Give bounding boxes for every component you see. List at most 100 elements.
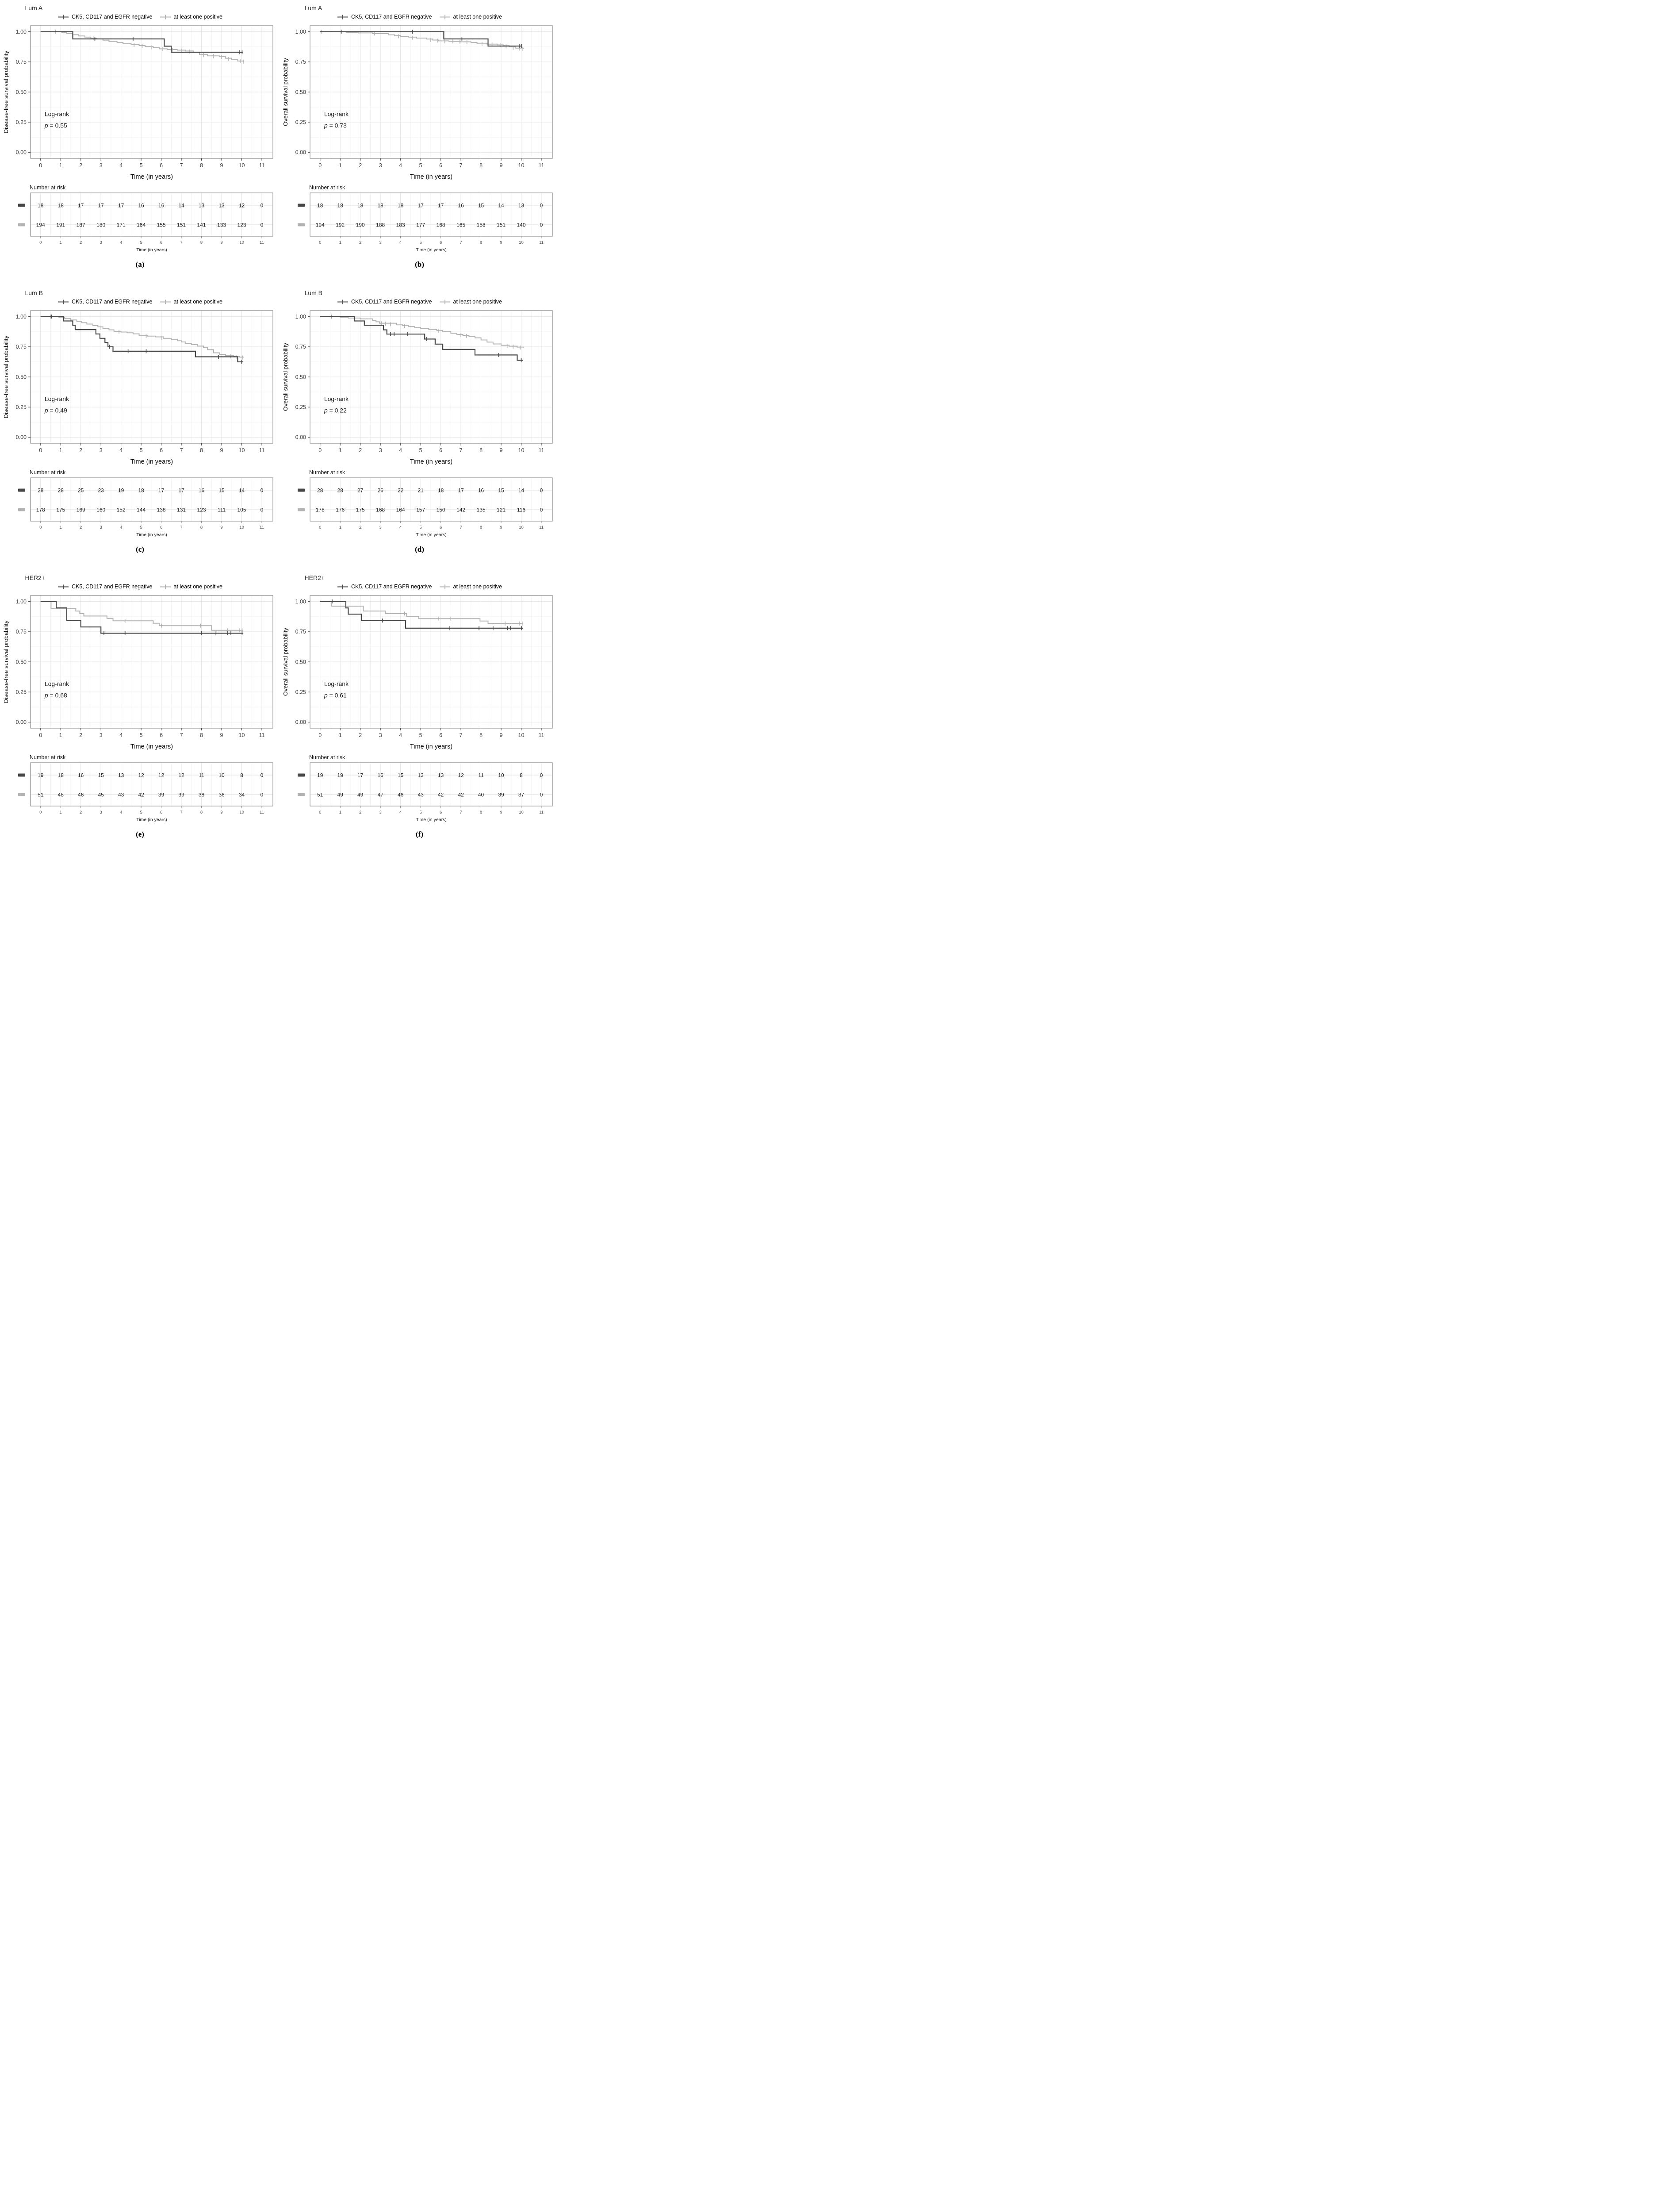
svg-text:9: 9 xyxy=(220,525,222,530)
svg-text:169: 169 xyxy=(76,507,85,513)
svg-text:2: 2 xyxy=(359,162,362,169)
svg-text:9: 9 xyxy=(220,810,222,815)
svg-text:4: 4 xyxy=(119,732,123,738)
svg-text:0: 0 xyxy=(260,507,263,513)
svg-text:28: 28 xyxy=(317,487,323,493)
svg-text:46: 46 xyxy=(78,791,84,798)
panel-title: Lum B xyxy=(304,289,322,296)
svg-text:178: 178 xyxy=(36,507,45,513)
svg-text:15: 15 xyxy=(478,202,484,208)
legend-item-negative: CK5, CD117 and EGFR negative xyxy=(57,299,153,305)
legend-item-positive: at least one positive xyxy=(439,14,502,20)
svg-text:131: 131 xyxy=(177,507,186,513)
svg-text:12: 12 xyxy=(138,772,144,778)
panel-e: HER2+ CK5, CD117 and EGFR negative at le… xyxy=(0,570,280,855)
svg-text:15: 15 xyxy=(218,487,225,493)
svg-text:3: 3 xyxy=(379,525,381,530)
svg-text:11: 11 xyxy=(539,240,544,245)
svg-text:11: 11 xyxy=(260,525,264,530)
legend: CK5, CD117 and EGFR negative at least on… xyxy=(280,299,559,305)
svg-text:0: 0 xyxy=(540,222,543,228)
svg-text:11: 11 xyxy=(539,810,544,815)
svg-text:7: 7 xyxy=(460,525,462,530)
svg-text:8: 8 xyxy=(479,525,482,530)
svg-text:18: 18 xyxy=(397,202,403,208)
svg-text:47: 47 xyxy=(377,791,383,798)
panel-a: Lum A CK5, CD117 and EGFR negative at le… xyxy=(0,0,280,285)
svg-text:16: 16 xyxy=(78,772,84,778)
svg-text:Log-rank: Log-rank xyxy=(324,111,349,118)
svg-text:168: 168 xyxy=(436,222,445,228)
svg-text:9: 9 xyxy=(499,162,502,169)
svg-text:18: 18 xyxy=(57,772,64,778)
svg-text:49: 49 xyxy=(337,791,343,798)
svg-text:7: 7 xyxy=(180,810,182,815)
svg-text:6: 6 xyxy=(439,525,441,530)
panel-caption: (b) xyxy=(415,260,424,269)
svg-text:157: 157 xyxy=(416,507,425,513)
svg-text:155: 155 xyxy=(157,222,165,228)
svg-text:15: 15 xyxy=(98,772,104,778)
svg-text:13: 13 xyxy=(198,202,204,208)
svg-text:7: 7 xyxy=(460,810,462,815)
svg-text:16: 16 xyxy=(458,202,464,208)
svg-text:0.75: 0.75 xyxy=(15,344,26,350)
panel-d: Lum B CK5, CD117 and EGFR negative at le… xyxy=(280,285,559,570)
svg-text:1.00: 1.00 xyxy=(295,599,306,605)
svg-text:4: 4 xyxy=(399,810,401,815)
legend-label-negative: CK5, CD117 and EGFR negative xyxy=(351,584,432,590)
legend-label-positive: at least one positive xyxy=(173,584,223,590)
svg-text:1: 1 xyxy=(339,240,341,245)
svg-text:1.00: 1.00 xyxy=(295,314,306,320)
svg-text:5: 5 xyxy=(419,162,422,169)
svg-text:17: 17 xyxy=(437,202,444,208)
svg-text:28: 28 xyxy=(38,487,44,493)
svg-text:0: 0 xyxy=(39,240,42,245)
svg-text:9: 9 xyxy=(499,732,502,738)
svg-text:p = 0.55: p = 0.55 xyxy=(44,122,67,129)
svg-text:2: 2 xyxy=(80,810,82,815)
svg-text:Time (in years): Time (in years) xyxy=(130,173,172,180)
legend-label-positive: at least one positive xyxy=(453,584,502,590)
svg-text:0.50: 0.50 xyxy=(295,374,306,380)
svg-text:42: 42 xyxy=(458,791,464,798)
svg-text:11: 11 xyxy=(259,162,264,169)
svg-text:171: 171 xyxy=(116,222,125,228)
svg-text:4: 4 xyxy=(399,162,402,169)
svg-text:37: 37 xyxy=(518,791,524,798)
svg-text:1: 1 xyxy=(338,447,341,453)
svg-text:0: 0 xyxy=(319,240,321,245)
svg-text:151: 151 xyxy=(497,222,506,228)
svg-text:11: 11 xyxy=(538,162,544,169)
svg-text:10: 10 xyxy=(518,162,524,169)
svg-text:9: 9 xyxy=(499,447,502,453)
svg-text:51: 51 xyxy=(38,791,44,798)
svg-text:177: 177 xyxy=(416,222,425,228)
svg-text:19: 19 xyxy=(317,772,323,778)
svg-text:Overall survival probability: Overall survival probability xyxy=(282,343,289,411)
svg-text:3: 3 xyxy=(100,810,102,815)
svg-text:165: 165 xyxy=(456,222,465,228)
svg-text:14: 14 xyxy=(178,202,184,208)
svg-text:9: 9 xyxy=(220,447,223,453)
legend-item-positive: at least one positive xyxy=(160,584,223,590)
svg-text:8: 8 xyxy=(520,772,523,778)
svg-text:8: 8 xyxy=(479,162,483,169)
svg-text:28: 28 xyxy=(57,487,64,493)
svg-text:10: 10 xyxy=(498,772,504,778)
svg-text:0.00: 0.00 xyxy=(15,150,26,156)
svg-text:0: 0 xyxy=(318,162,322,169)
svg-text:0: 0 xyxy=(540,202,543,208)
svg-text:10: 10 xyxy=(239,810,244,815)
svg-text:5: 5 xyxy=(139,447,142,453)
svg-text:18: 18 xyxy=(377,202,383,208)
svg-text:14: 14 xyxy=(498,202,504,208)
svg-text:180: 180 xyxy=(96,222,105,228)
svg-text:0: 0 xyxy=(540,507,543,513)
svg-text:0.50: 0.50 xyxy=(295,659,306,665)
svg-text:7: 7 xyxy=(459,447,462,453)
svg-text:10: 10 xyxy=(518,732,524,738)
